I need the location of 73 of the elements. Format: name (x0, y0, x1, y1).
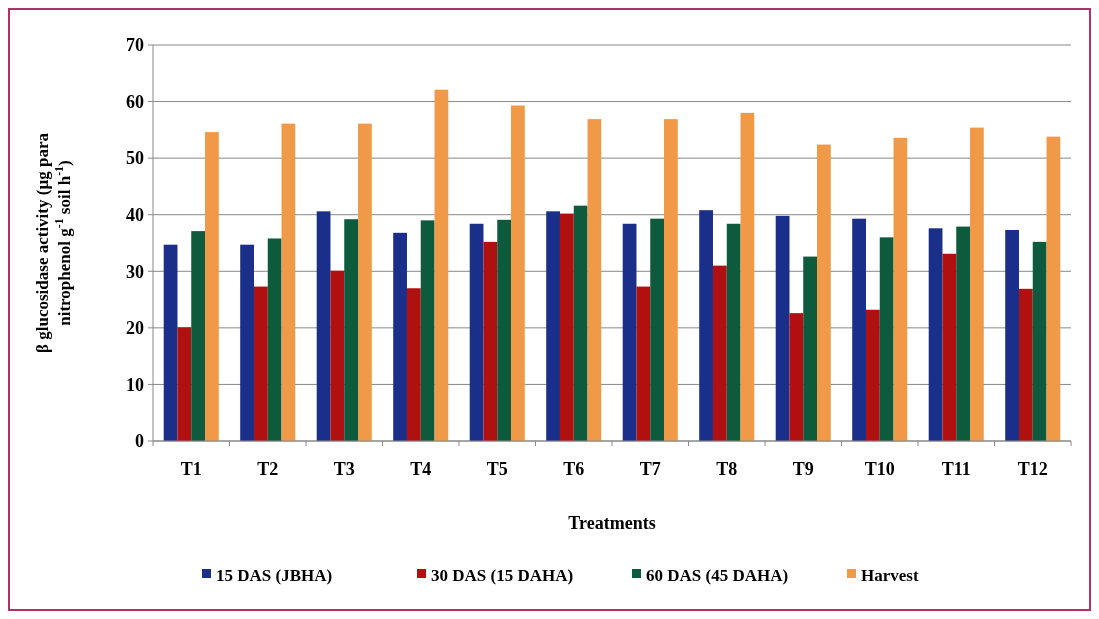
bar (573, 205, 588, 441)
y-tick-label: 70 (126, 35, 144, 56)
y-tick-label: 20 (126, 318, 144, 339)
bar (865, 309, 880, 441)
bar (393, 232, 407, 441)
bar (942, 253, 957, 441)
bar (406, 288, 421, 441)
legend-label: 60 DAS (45 DAHA) (646, 565, 789, 585)
x-tick-label: T4 (410, 459, 432, 479)
y-tick-label: 40 (126, 205, 144, 226)
x-tick-label: T12 (1017, 459, 1048, 479)
x-tick-label: T1 (180, 459, 202, 479)
x-tick-label: T9 (792, 459, 814, 479)
bar (559, 213, 574, 441)
bar (267, 238, 282, 441)
bar (330, 270, 345, 441)
bar (191, 231, 206, 441)
bar (281, 123, 296, 441)
y-tick-label: 0 (135, 431, 144, 452)
x-tick-label: T8 (716, 459, 738, 479)
y-tick-label: 60 (126, 91, 144, 112)
bar (497, 219, 512, 441)
legend-label: 30 DAS (15 DAHA) (431, 565, 574, 585)
legend-label: Harvest (861, 565, 919, 585)
bar (712, 265, 727, 441)
bar (420, 220, 435, 441)
bar (893, 137, 908, 441)
bar (650, 218, 665, 441)
bar (740, 112, 755, 441)
bar (177, 327, 192, 441)
bar (803, 256, 818, 441)
bar (511, 105, 525, 441)
x-tick-label: T10 (864, 459, 895, 479)
legend-label: 15 DAS (JBHA) (216, 565, 333, 585)
bar (636, 286, 651, 441)
x-tick-label: T2 (257, 459, 279, 479)
bar (1005, 229, 1019, 441)
bar (817, 144, 831, 441)
bar (789, 313, 804, 441)
bar (483, 241, 498, 441)
bar (852, 218, 866, 441)
bar (664, 119, 678, 441)
bar (546, 211, 560, 441)
bar (622, 223, 637, 441)
bar (434, 89, 449, 441)
bar (205, 132, 219, 441)
bar (358, 123, 372, 441)
x-tick-label: T7 (639, 459, 661, 479)
bar (240, 244, 254, 441)
bar (928, 228, 943, 441)
bar (699, 210, 713, 441)
bar (726, 223, 741, 441)
bar (775, 215, 790, 441)
bar (956, 226, 971, 441)
y-tick-label: 50 (126, 148, 144, 169)
x-axis-title: Treatments (568, 513, 656, 533)
bar (587, 119, 602, 441)
bar (316, 211, 331, 441)
bar (469, 223, 484, 441)
bar (1046, 136, 1061, 441)
bar (163, 244, 178, 441)
x-tick-label: T5 (486, 459, 508, 479)
y-tick-label: 30 (126, 261, 144, 282)
bar (879, 237, 894, 441)
bar (1018, 288, 1033, 441)
bar (344, 219, 359, 441)
bar (253, 286, 268, 441)
bar (970, 127, 984, 441)
bar (1032, 241, 1047, 441)
x-tick-label: T6 (563, 459, 585, 479)
x-tick-label: T3 (333, 459, 355, 479)
y-tick-label: 10 (126, 374, 144, 395)
x-tick-label: T11 (941, 459, 971, 479)
